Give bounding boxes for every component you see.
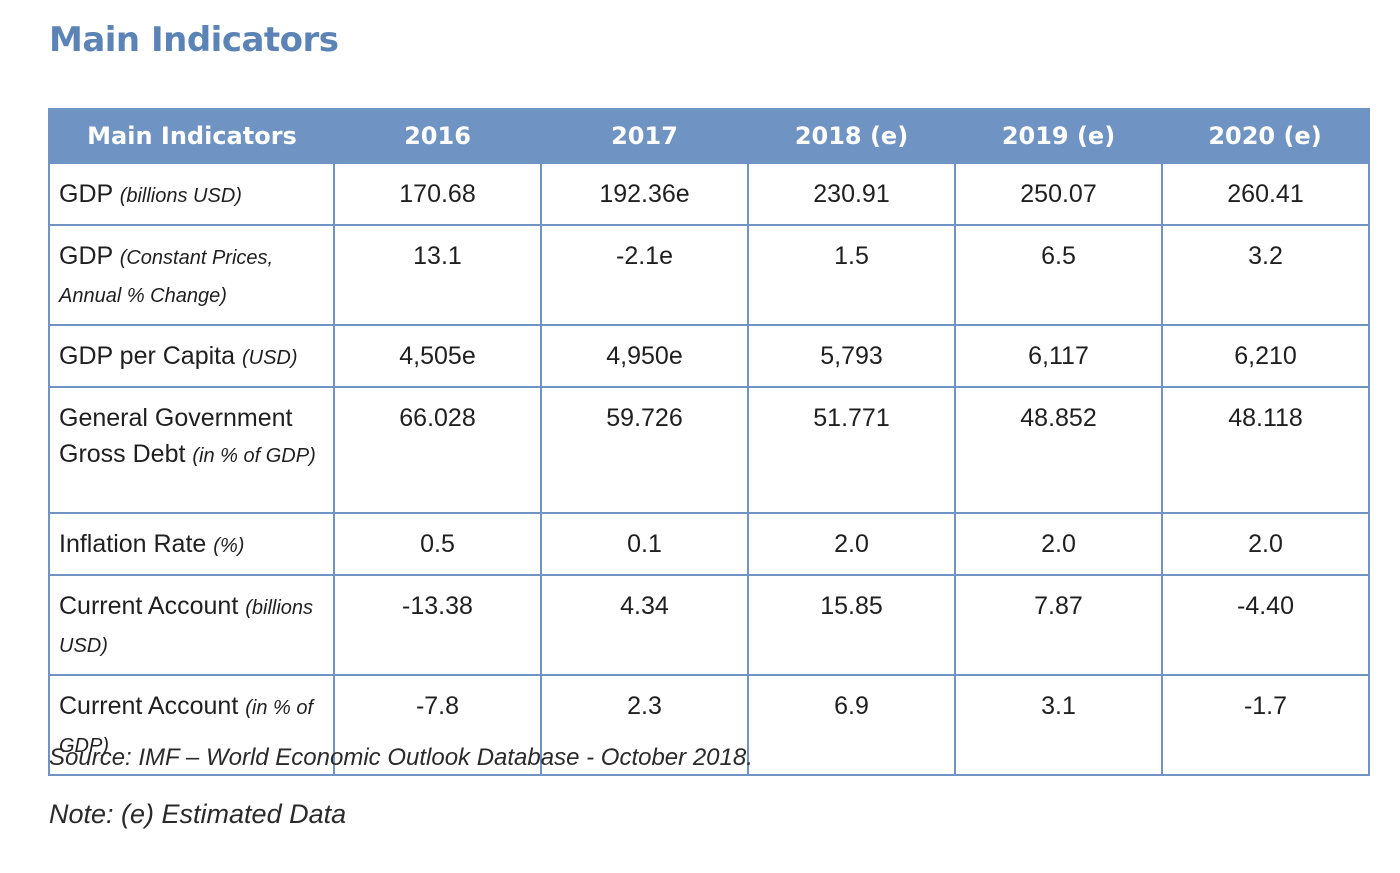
estimate-note: Note: (e) Estimated Data	[49, 799, 347, 829]
table-cell: 230.91	[747, 162, 956, 226]
header-cell-2020: 2020 (e)	[1162, 109, 1369, 163]
table-cell: 6,117	[954, 324, 1163, 388]
header-cell-2019: 2019 (e)	[955, 109, 1162, 163]
row-label-sub: (in % of GDP)	[59, 697, 314, 757]
table-row: Current Account (billions USD) -13.38 4.…	[48, 574, 1370, 676]
row-label-main: GDP	[59, 180, 113, 208]
table-cell: 192.36e	[540, 162, 749, 226]
table-cell: 48.852	[954, 386, 1163, 514]
table-cell: 4.34	[540, 574, 749, 676]
main-indicators-table: Main Indicators 2016 2017 2018 (e) 2019 …	[48, 108, 1370, 776]
header-cell-2016: 2016	[334, 109, 541, 163]
table-row: GDP (Constant Prices, Annual % Change) 1…	[48, 224, 1370, 326]
table-row: General Government Gross Debt (in % of G…	[48, 386, 1370, 514]
table-cell: 7.87	[954, 574, 1163, 676]
table-cell: 6.5	[954, 224, 1163, 326]
table-cell: 5,793	[747, 324, 956, 388]
table-cell: -2.1e	[540, 224, 749, 326]
table-cell: 6.9	[747, 674, 956, 776]
table-cell: 48.118	[1161, 386, 1370, 514]
row-label-sub: (Constant Prices, Annual % Change)	[59, 247, 274, 307]
row-label: General Government Gross Debt (in % of G…	[48, 386, 335, 514]
table-row: GDP (billions USD) 170.68 192.36e 230.91…	[48, 162, 1370, 226]
header-cell-2018: 2018 (e)	[748, 109, 955, 163]
row-label-sub: (billions USD)	[59, 597, 314, 657]
row-label-main: General Government Gross Debt	[59, 404, 293, 468]
table-row: Current Account (in % of GDP) -7.8 2.3 6…	[48, 674, 1370, 776]
table-row: Inflation Rate (%) 0.5 0.1 2.0 2.0 2.0	[48, 512, 1370, 576]
table-cell: 250.07	[954, 162, 1163, 226]
row-label-main: GDP	[59, 242, 113, 270]
row-label-sub: (%)	[213, 535, 245, 557]
table-cell: 15.85	[747, 574, 956, 676]
table-cell: -1.7	[1161, 674, 1370, 776]
table-cell: 2.0	[1161, 512, 1370, 576]
table-cell: 51.771	[747, 386, 956, 514]
table-cell: 3.2	[1161, 224, 1370, 326]
row-label-sub: (USD)	[241, 347, 298, 369]
table-cell: 59.726	[540, 386, 749, 514]
row-label-main: Current Account	[59, 692, 239, 720]
row-label: Inflation Rate (%)	[48, 512, 335, 576]
table-cell: 6,210	[1161, 324, 1370, 388]
table-cell: -7.8	[333, 674, 542, 776]
header-cell-2017: 2017	[541, 109, 748, 163]
source-note: Source: IMF – World Economic Outlook Dat…	[49, 744, 753, 771]
table-cell: 4,950e	[540, 324, 749, 388]
row-label: Current Account (in % of GDP)	[48, 674, 335, 776]
header-cell-indicator: Main Indicators	[49, 109, 334, 163]
table-cell: 0.5	[333, 512, 542, 576]
row-label-main: Current Account	[59, 592, 239, 620]
table-header-row: Main Indicators 2016 2017 2018 (e) 2019 …	[49, 109, 1369, 163]
table-cell: 2.0	[954, 512, 1163, 576]
row-label-sub: (billions USD)	[119, 185, 242, 207]
row-label: GDP (billions USD)	[48, 162, 335, 226]
table-cell: 0.1	[540, 512, 749, 576]
table-cell: 260.41	[1161, 162, 1370, 226]
row-label: GDP per Capita (USD)	[48, 324, 335, 388]
table-cell: 2.3	[540, 674, 749, 776]
row-label-main: Inflation Rate	[59, 530, 207, 558]
table-cell: -4.40	[1161, 574, 1370, 676]
row-label-sub: (in % of GDP)	[192, 445, 316, 467]
row-label-main: GDP per Capita	[59, 342, 236, 370]
table-cell: 2.0	[747, 512, 956, 576]
table-cell: 3.1	[954, 674, 1163, 776]
table-cell: 4,505e	[333, 324, 542, 388]
table-cell: 170.68	[333, 162, 542, 226]
table-cell: 13.1	[333, 224, 542, 326]
row-label: GDP (Constant Prices, Annual % Change)	[48, 224, 335, 326]
row-label: Current Account (billions USD)	[48, 574, 335, 676]
table-row: GDP per Capita (USD) 4,505e 4,950e 5,793…	[48, 324, 1370, 388]
table-cell: 66.028	[333, 386, 542, 514]
table-cell: -13.38	[333, 574, 542, 676]
page-title: Main Indicators	[49, 20, 339, 60]
table-cell: 1.5	[747, 224, 956, 326]
